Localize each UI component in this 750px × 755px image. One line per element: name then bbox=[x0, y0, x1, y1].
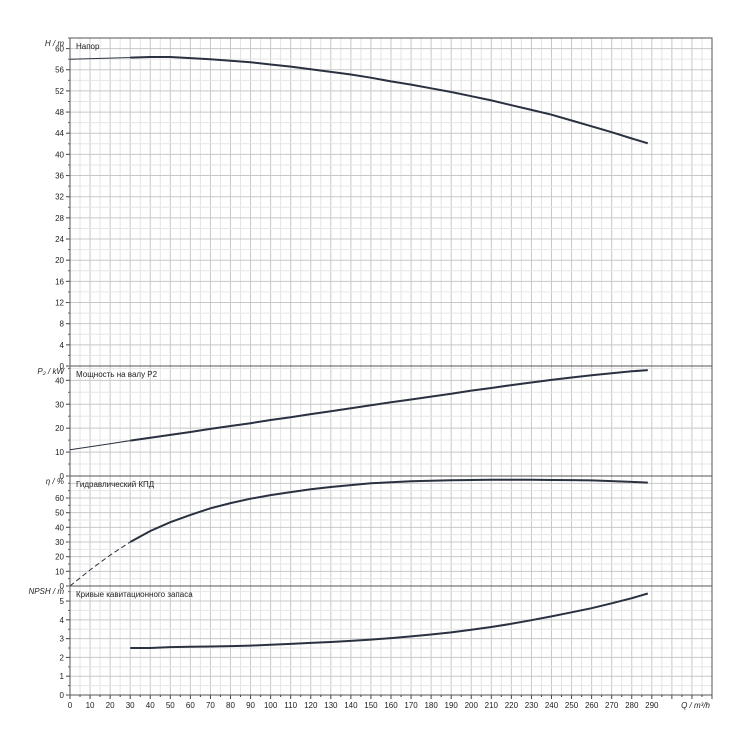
x-tick-label: 100 bbox=[264, 701, 278, 710]
x-tick-label: 180 bbox=[424, 701, 438, 710]
y-tick-label: 10 bbox=[55, 567, 64, 576]
series-line-extrapolated bbox=[69, 440, 131, 451]
x-tick-label: 30 bbox=[126, 701, 135, 710]
x-tick-label: 170 bbox=[404, 701, 418, 710]
x-tick-label: 290 bbox=[645, 701, 659, 710]
y-tick-label: 20 bbox=[55, 553, 64, 562]
y-axis-label: η / % bbox=[46, 477, 64, 486]
y-tick-label: 4 bbox=[60, 341, 65, 350]
y-tick-label: 1 bbox=[60, 672, 65, 681]
x-tick-label: 130 bbox=[324, 701, 338, 710]
x-tick-label: 240 bbox=[545, 701, 559, 710]
x-tick-label: 160 bbox=[384, 701, 398, 710]
y-tick-label: 44 bbox=[55, 129, 64, 138]
y-tick-label: 5 bbox=[60, 597, 65, 606]
y-tick-label: 60 bbox=[55, 45, 64, 54]
y-tick-label: 8 bbox=[60, 320, 65, 329]
y-tick-label: 12 bbox=[55, 299, 64, 308]
x-tick-label: 260 bbox=[585, 701, 599, 710]
y-tick-label: 20 bbox=[55, 424, 64, 433]
y-axis-label: P₂ / kW bbox=[37, 367, 65, 376]
y-tick-label: 60 bbox=[55, 494, 64, 503]
y-tick-label: 50 bbox=[55, 509, 64, 518]
y-tick-label: 40 bbox=[55, 150, 64, 159]
y-tick-label: 40 bbox=[55, 376, 64, 385]
x-axis-label: Q / m³/h bbox=[681, 701, 710, 710]
x-tick-label: 10 bbox=[86, 701, 95, 710]
y-tick-label: 32 bbox=[55, 193, 64, 202]
series-line bbox=[130, 592, 649, 649]
x-tick-label: 120 bbox=[304, 701, 318, 710]
y-tick-label: 16 bbox=[55, 277, 64, 286]
y-tick-label: 0 bbox=[60, 691, 65, 700]
y-tick-label: 52 bbox=[55, 87, 64, 96]
x-tick-label: 70 bbox=[206, 701, 215, 710]
y-tick-label: 0 bbox=[60, 362, 65, 371]
series-line-extrapolated bbox=[69, 541, 131, 587]
x-tick-label: 20 bbox=[106, 701, 115, 710]
y-tick-label: 0 bbox=[60, 582, 65, 591]
x-tick-label: 110 bbox=[284, 701, 297, 710]
y-tick-label: 3 bbox=[60, 635, 65, 644]
x-tick-label: 200 bbox=[465, 701, 479, 710]
x-tick-label: 40 bbox=[146, 701, 155, 710]
y-tick-label: 4 bbox=[60, 616, 65, 625]
y-tick-label: 30 bbox=[55, 400, 64, 409]
y-tick-label: 48 bbox=[55, 108, 64, 117]
x-tick-label: 270 bbox=[605, 701, 619, 710]
x-tick-label: 90 bbox=[246, 701, 255, 710]
y-axis-label: H / m bbox=[45, 39, 64, 48]
panel-title: Напор bbox=[76, 42, 100, 51]
y-tick-label: 10 bbox=[55, 448, 64, 457]
x-tick-label: 140 bbox=[344, 701, 358, 710]
x-tick-label: 210 bbox=[485, 701, 499, 710]
y-tick-label: 36 bbox=[55, 172, 64, 181]
x-tick-label: 250 bbox=[565, 701, 579, 710]
y-tick-label: 20 bbox=[55, 256, 64, 265]
y-tick-label: 0 bbox=[60, 472, 65, 481]
series-line bbox=[130, 56, 649, 145]
x-tick-label: 190 bbox=[445, 701, 459, 710]
x-tick-label: 60 bbox=[186, 701, 195, 710]
x-tick-label: 230 bbox=[525, 701, 539, 710]
y-tick-label: 2 bbox=[60, 653, 65, 662]
series-line-extrapolated bbox=[69, 57, 131, 60]
y-axis-label: NPSH / m bbox=[28, 587, 64, 596]
panel-title: Гидравлический КПД bbox=[76, 480, 155, 489]
x-tick-label: 0 bbox=[68, 701, 73, 710]
y-tick-label: 28 bbox=[55, 214, 64, 223]
series-line bbox=[130, 369, 648, 442]
series-line bbox=[129, 478, 648, 543]
panel-title: Мощность на валу P2 bbox=[76, 370, 158, 379]
panel-title: Кривые кавитационного запаса bbox=[76, 590, 193, 599]
x-tick-label: 80 bbox=[226, 701, 235, 710]
x-tick-label: 220 bbox=[505, 701, 519, 710]
y-tick-label: 24 bbox=[55, 235, 64, 244]
x-tick-label: 280 bbox=[625, 701, 639, 710]
y-tick-label: 40 bbox=[55, 523, 64, 532]
y-tick-label: 30 bbox=[55, 538, 64, 547]
y-tick-label: 56 bbox=[55, 66, 64, 75]
x-tick-label: 150 bbox=[364, 701, 378, 710]
x-tick-label: 50 bbox=[166, 701, 175, 710]
